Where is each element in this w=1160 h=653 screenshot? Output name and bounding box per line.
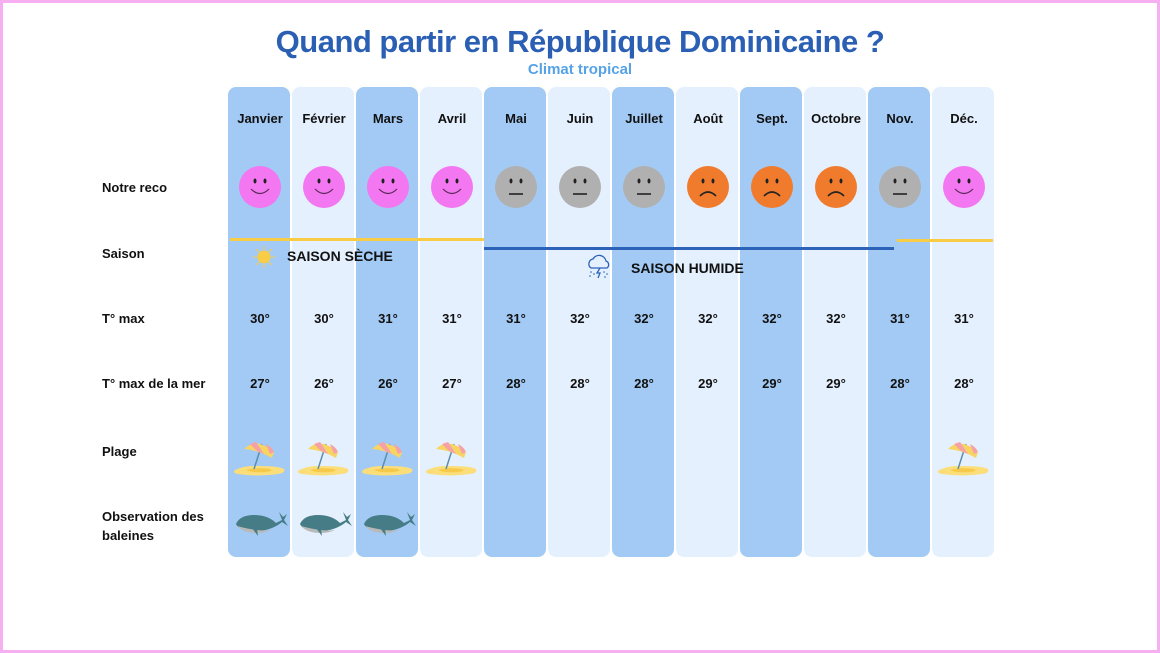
max-temperature: 32°	[762, 311, 782, 326]
month-header: Juin	[566, 111, 594, 126]
dry-season-label: SAISON SÈCHE	[287, 248, 393, 264]
wet-season-line	[484, 247, 894, 250]
month-column	[804, 87, 866, 557]
beach-umbrella-icon	[424, 440, 480, 485]
month-header: Mai	[505, 111, 527, 126]
month-header: Nov.	[886, 111, 914, 126]
month-column	[420, 87, 482, 557]
neutral-face-icon	[623, 166, 665, 208]
month-header: Avril	[437, 111, 467, 126]
max-sea-temperature: 29°	[762, 376, 782, 391]
row-label-tmax: T° max	[102, 311, 145, 326]
month-column	[484, 87, 546, 557]
month-column	[868, 87, 930, 557]
month-column	[676, 87, 738, 557]
max-sea-temperature: 28°	[890, 376, 910, 391]
beach-umbrella-icon	[296, 440, 352, 485]
month-header: Février	[302, 111, 346, 126]
dry-season-line-2	[897, 239, 993, 242]
max-temperature: 32°	[826, 311, 846, 326]
row-label-plage: Plage	[102, 444, 137, 459]
page-subtitle: Climat tropical	[527, 61, 633, 78]
month-column	[292, 87, 354, 557]
max-sea-temperature: 27°	[442, 376, 462, 391]
sad-face-icon	[751, 166, 793, 208]
max-sea-temperature: 28°	[954, 376, 974, 391]
happy-face-icon	[367, 166, 409, 208]
row-label-reco: Notre reco	[102, 180, 168, 195]
whale-icon	[298, 508, 352, 543]
max-sea-temperature: 29°	[698, 376, 718, 391]
max-sea-temperature: 28°	[634, 376, 654, 391]
month-header: Sept.	[756, 111, 788, 126]
month-column	[612, 87, 674, 557]
max-temperature: 32°	[698, 311, 718, 326]
row-label-baleines: Observation des baleines	[102, 509, 204, 543]
sad-face-icon	[687, 166, 729, 208]
month-header: Déc.	[950, 111, 978, 126]
row-label-mer: T° max de la mer	[102, 376, 206, 391]
beach-umbrella-icon	[360, 440, 416, 485]
beach-umbrella-icon	[936, 440, 992, 485]
neutral-face-icon	[879, 166, 921, 208]
max-sea-temperature: 26°	[378, 376, 398, 391]
neutral-face-icon	[559, 166, 601, 208]
max-temperature: 31°	[442, 311, 462, 326]
max-temperature: 32°	[634, 311, 654, 326]
max-temperature: 32°	[570, 311, 590, 326]
wet-season-label: SAISON HUMIDE	[631, 260, 744, 276]
max-temperature: 31°	[378, 311, 398, 326]
neutral-face-icon	[495, 166, 537, 208]
month-header: Janvier	[237, 111, 283, 126]
max-sea-temperature: 28°	[570, 376, 590, 391]
month-column	[932, 87, 994, 557]
happy-face-icon	[303, 166, 345, 208]
max-temperature: 31°	[954, 311, 974, 326]
max-temperature: 31°	[506, 311, 526, 326]
beach-umbrella-icon	[232, 440, 288, 485]
sun-icon	[253, 246, 275, 268]
row-label-saison: Saison	[102, 246, 145, 261]
month-header: Août	[693, 111, 723, 126]
sad-face-icon	[815, 166, 857, 208]
month-column	[356, 87, 418, 557]
month-column	[548, 87, 610, 557]
whale-icon	[362, 508, 416, 543]
month-column	[228, 87, 290, 557]
max-sea-temperature: 28°	[506, 376, 526, 391]
happy-face-icon	[431, 166, 473, 208]
month-header: Octobre	[811, 111, 861, 126]
month-header: Mars	[372, 111, 404, 126]
month-header: Juillet	[625, 111, 663, 126]
max-temperature: 31°	[890, 311, 910, 326]
max-sea-temperature: 27°	[250, 376, 270, 391]
max-sea-temperature: 26°	[314, 376, 334, 391]
dry-season-line	[230, 238, 484, 241]
max-temperature: 30°	[250, 311, 270, 326]
max-temperature: 30°	[314, 311, 334, 326]
month-column	[740, 87, 802, 557]
max-sea-temperature: 29°	[826, 376, 846, 391]
page-title: Quand partir en République Dominicaine ?	[275, 24, 885, 59]
rain-cloud-icon	[588, 254, 610, 279]
whale-icon	[234, 508, 288, 543]
happy-face-icon	[239, 166, 281, 208]
happy-face-icon	[943, 166, 985, 208]
